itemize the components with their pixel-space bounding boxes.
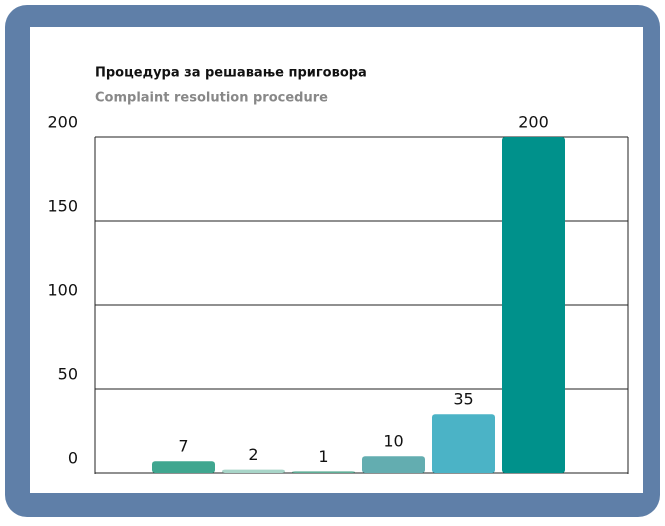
- chart-title: Процедура за решавање приговора: [95, 66, 367, 81]
- data-label: 1: [318, 447, 328, 466]
- y-tick-label: 0: [68, 449, 78, 468]
- bar: [432, 414, 495, 473]
- bar: [362, 456, 425, 473]
- chart-subtitle: Complaint resolution procedure: [95, 91, 328, 106]
- data-label: 10: [383, 432, 403, 451]
- data-label: 7: [178, 437, 188, 456]
- y-tick-label: 200: [47, 113, 78, 132]
- bar: [152, 461, 215, 473]
- y-tick-label: 50: [58, 365, 78, 384]
- data-label: 200: [518, 113, 549, 132]
- bar: [222, 469, 285, 473]
- y-tick-label: 100: [47, 281, 78, 300]
- bar: [502, 137, 565, 473]
- data-label: 2: [248, 445, 258, 464]
- data-label: 35: [453, 390, 473, 409]
- y-tick-label: 150: [47, 197, 78, 216]
- bar: [292, 471, 355, 473]
